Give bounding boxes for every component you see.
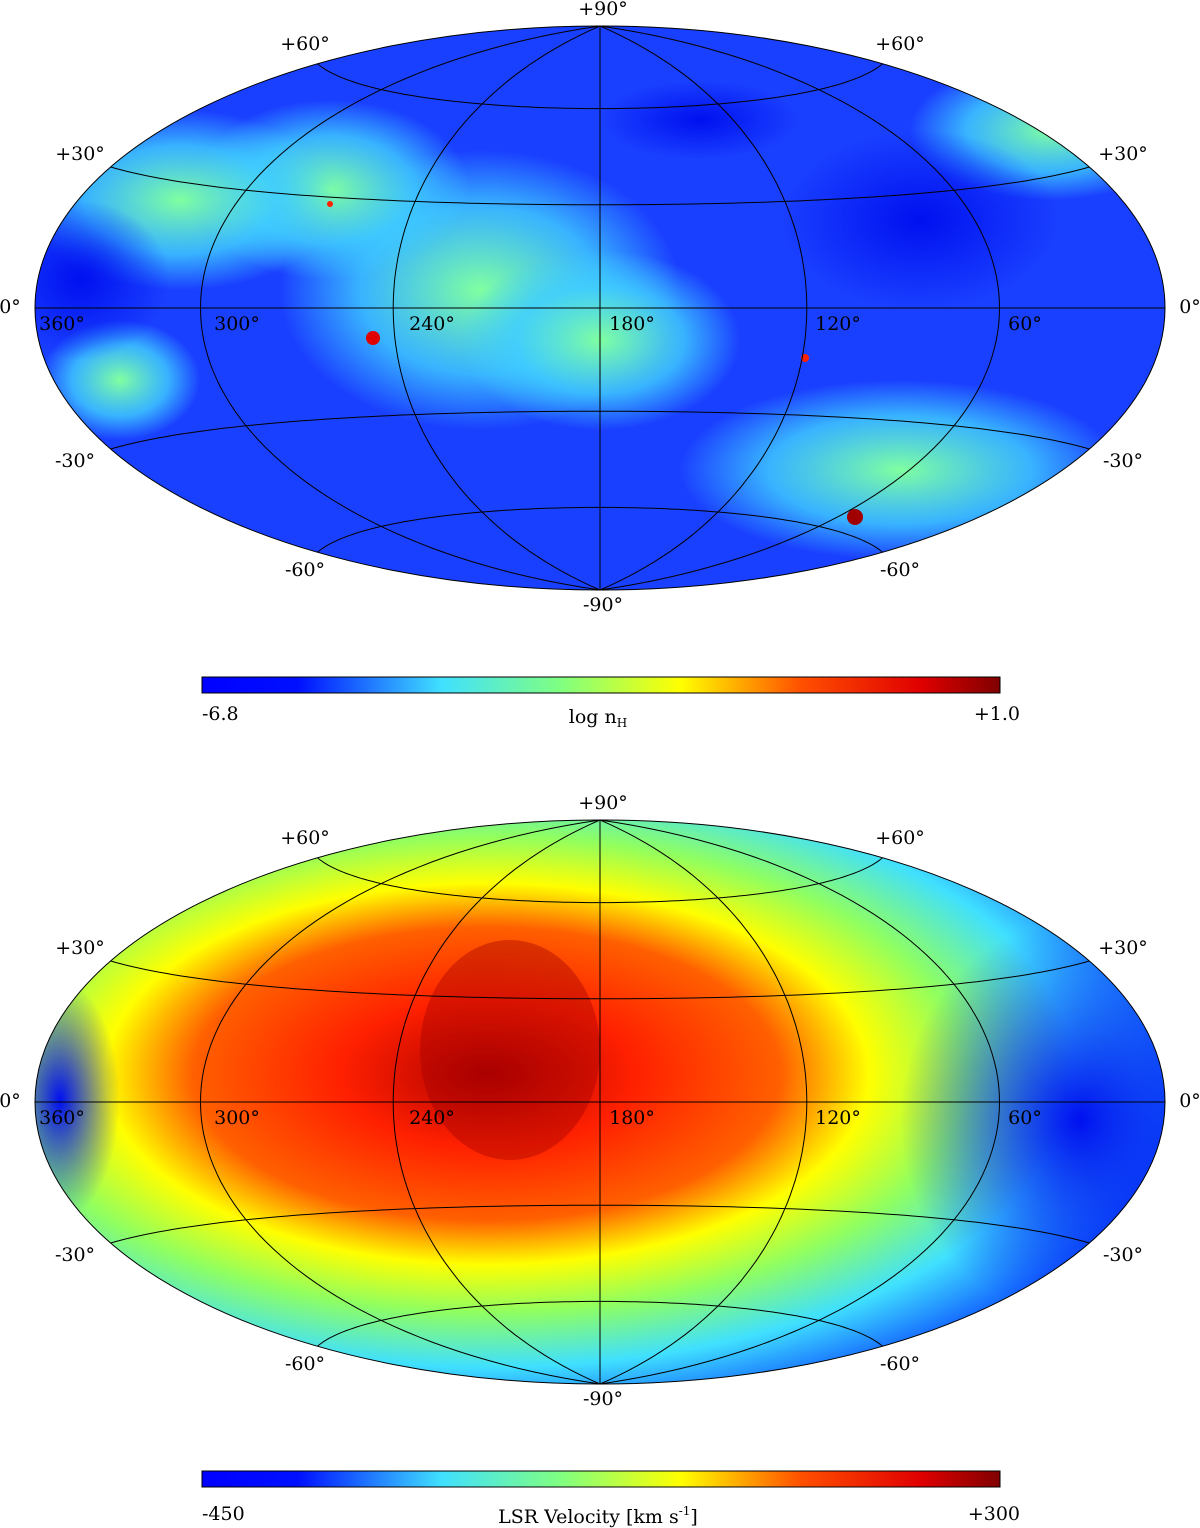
longitude-label: 180° — [609, 1107, 655, 1129]
graticule — [599, 819, 1001, 1385]
longitude-label: 300° — [214, 1107, 260, 1129]
latitude-label: 0° — [1179, 1090, 1200, 1112]
latitude-label: 0° — [1179, 296, 1200, 318]
colorbar-title: log nH — [569, 706, 627, 730]
latitude-label: +60° — [875, 33, 925, 55]
latitude-label: -60° — [880, 559, 920, 581]
latitude-label: +60° — [875, 827, 925, 849]
graticule — [199, 25, 601, 591]
latitude-label: -30° — [1103, 1244, 1143, 1266]
latitude-label: +30° — [55, 937, 105, 959]
longitude-label: 180° — [609, 313, 655, 335]
latitude-label: +60° — [280, 33, 330, 55]
longitude-label: 120° — [815, 1107, 861, 1129]
latitude-label: -30° — [55, 450, 95, 472]
latitude-label: 0° — [0, 296, 21, 318]
longitude-label: 60° — [1008, 1107, 1042, 1129]
title-text: log n — [569, 706, 617, 728]
graticule — [599, 819, 808, 1385]
graticule — [599, 25, 808, 591]
colorbar-title: LSR Velocity [km s-1] — [498, 1504, 698, 1528]
pole-label: +90° — [578, 0, 628, 20]
graticule — [392, 819, 601, 1385]
colorbar — [201, 1470, 1001, 1488]
colorbar-max: +300 — [968, 1503, 1020, 1525]
pole-label: +90° — [578, 792, 628, 814]
title-text: LSR Velocity [km s — [498, 1506, 679, 1528]
latitude-label: -60° — [880, 1353, 920, 1375]
colorbar-max: +1.0 — [974, 703, 1020, 725]
latitude-label: 0° — [0, 1090, 21, 1112]
colorbar-min: -450 — [202, 1503, 245, 1525]
latitude-label: +60° — [280, 827, 330, 849]
latitude-label: -60° — [285, 1353, 325, 1375]
graticule — [199, 819, 601, 1385]
graticule — [392, 25, 601, 591]
latitude-label: -30° — [55, 1244, 95, 1266]
pole-label: -90° — [583, 594, 623, 616]
longitude-label: 360° — [39, 313, 85, 335]
latitude-label: -30° — [1103, 450, 1143, 472]
latitude-label: -60° — [285, 559, 325, 581]
pole-label: -90° — [583, 1388, 623, 1410]
longitude-label: 240° — [409, 313, 455, 335]
title-subscript: H — [617, 716, 627, 730]
colorbar — [201, 676, 1001, 694]
title-text: ] — [690, 1506, 697, 1528]
colorbar-min: -6.8 — [202, 703, 239, 725]
longitude-label: 120° — [815, 313, 861, 335]
latitude-label: +30° — [1098, 143, 1148, 165]
graticule — [599, 25, 1001, 591]
latitude-label: +30° — [1098, 937, 1148, 959]
longitude-label: 300° — [214, 313, 260, 335]
longitude-label: 60° — [1008, 313, 1042, 335]
longitude-label: 240° — [409, 1107, 455, 1129]
latitude-label: +30° — [55, 143, 105, 165]
longitude-label: 360° — [39, 1107, 85, 1129]
title-superscript: -1 — [679, 1504, 691, 1518]
